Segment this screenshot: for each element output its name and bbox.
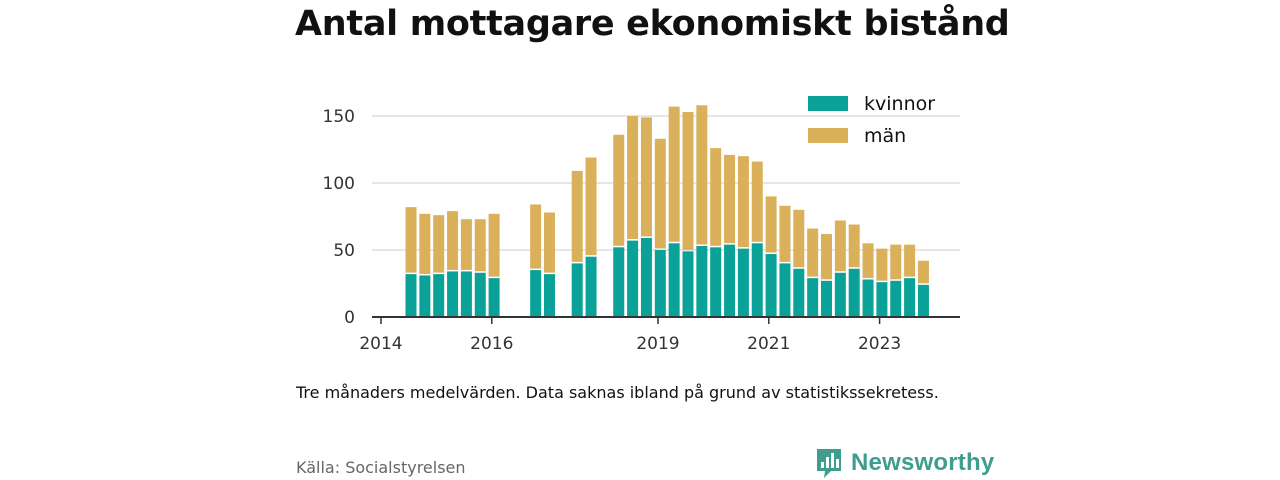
bar-kvinnor <box>876 282 888 317</box>
bar-män <box>917 260 929 284</box>
bar-män <box>682 111 694 250</box>
bar-kvinnor <box>904 278 916 317</box>
bar-kvinnor <box>807 278 819 317</box>
bar-kvinnor <box>585 256 597 317</box>
bar-män <box>710 148 722 246</box>
bar-män <box>765 196 777 253</box>
bar-kvinnor <box>640 237 652 317</box>
bar-kvinnor <box>724 244 736 317</box>
bar-män <box>862 243 874 278</box>
bar-kvinnor <box>834 272 846 317</box>
bar-män <box>696 105 708 245</box>
bars <box>405 105 929 317</box>
bar-män <box>613 134 625 246</box>
y-tick-label: 150 <box>323 107 355 127</box>
x-tick-label: 2019 <box>636 334 679 354</box>
bar-män <box>640 117 652 237</box>
bar-män <box>460 219 472 270</box>
bar-män <box>890 244 902 280</box>
bar-kvinnor <box>530 270 542 317</box>
bar-kvinnor <box>405 274 417 317</box>
bar-män <box>793 209 805 268</box>
legend-swatch-kvinnor <box>808 96 848 111</box>
bar-män <box>834 220 846 272</box>
bar-kvinnor <box>779 263 791 317</box>
bar-kvinnor <box>433 274 445 317</box>
bar-kvinnor <box>627 240 639 317</box>
bar-kvinnor <box>917 284 929 317</box>
bar-kvinnor <box>668 243 680 317</box>
bar-män <box>433 215 445 273</box>
bar-män <box>876 248 888 281</box>
bar-kvinnor <box>654 250 666 317</box>
chart-title: Antal mottagare ekonomiskt bistånd <box>295 4 1010 44</box>
bar-män <box>405 207 417 273</box>
x-tick-label: 2014 <box>359 334 402 354</box>
x-tick-label: 2016 <box>470 334 513 354</box>
bar-män <box>447 211 459 270</box>
bar-män <box>627 116 639 240</box>
bar-män <box>904 244 916 277</box>
bar-kvinnor <box>848 268 860 317</box>
bar-kvinnor <box>460 271 472 317</box>
x-tick-label: 2023 <box>858 334 901 354</box>
bar-kvinnor <box>710 247 722 317</box>
bar-kvinnor <box>890 280 902 317</box>
bar-män <box>807 228 819 277</box>
bar-kvinnor <box>737 248 749 317</box>
bar-män <box>848 224 860 268</box>
y-tick-label: 0 <box>344 308 355 328</box>
bar-kvinnor <box>571 263 583 317</box>
legend: kvinnor män <box>808 93 935 147</box>
bar-kvinnor <box>751 243 763 317</box>
bar-kvinnor <box>613 247 625 317</box>
bar-kvinnor <box>862 279 874 317</box>
bar-män <box>474 219 486 272</box>
bar-män <box>668 106 680 242</box>
brand-logo[interactable]: Newsworthy <box>815 447 994 479</box>
bar-kvinnor <box>419 275 431 317</box>
bar-kvinnor <box>682 251 694 317</box>
bar-män <box>488 213 500 277</box>
chart-note: Tre månaders medelvärden. Data saknas ib… <box>296 383 939 402</box>
bar-kvinnor <box>765 254 777 317</box>
axes: 0 50 100 150 2014 2016 2019 2021 2023 <box>323 107 960 354</box>
legend-label: kvinnor <box>864 93 935 115</box>
bar-kvinnor <box>696 245 708 317</box>
bar-män <box>779 205 791 262</box>
bar-män <box>544 212 555 273</box>
legend-label: män <box>864 125 906 147</box>
brand-name: Newsworthy <box>851 449 995 476</box>
bar-män <box>821 233 832 280</box>
y-tick-label: 100 <box>323 174 355 194</box>
bar-män <box>419 213 431 274</box>
y-tick-label: 50 <box>333 241 355 261</box>
bar-kvinnor <box>821 280 832 317</box>
bar-kvinnor <box>544 274 555 317</box>
source-text: Källa: Socialstyrelsen <box>296 458 466 477</box>
bar-män <box>737 156 749 248</box>
bar-män <box>751 161 763 242</box>
x-tick-label: 2021 <box>747 334 790 354</box>
legend-swatch-män <box>808 128 848 143</box>
bar-män <box>585 157 597 256</box>
bar-män <box>530 204 542 269</box>
bar-män <box>724 154 736 244</box>
bar-kvinnor <box>447 271 459 317</box>
bar-kvinnor <box>793 268 805 317</box>
bar-kvinnor <box>488 278 500 317</box>
bar-kvinnor <box>474 272 486 317</box>
newsworthy-logo-icon <box>817 449 841 478</box>
bar-män <box>571 170 583 262</box>
bar-män <box>654 138 666 249</box>
